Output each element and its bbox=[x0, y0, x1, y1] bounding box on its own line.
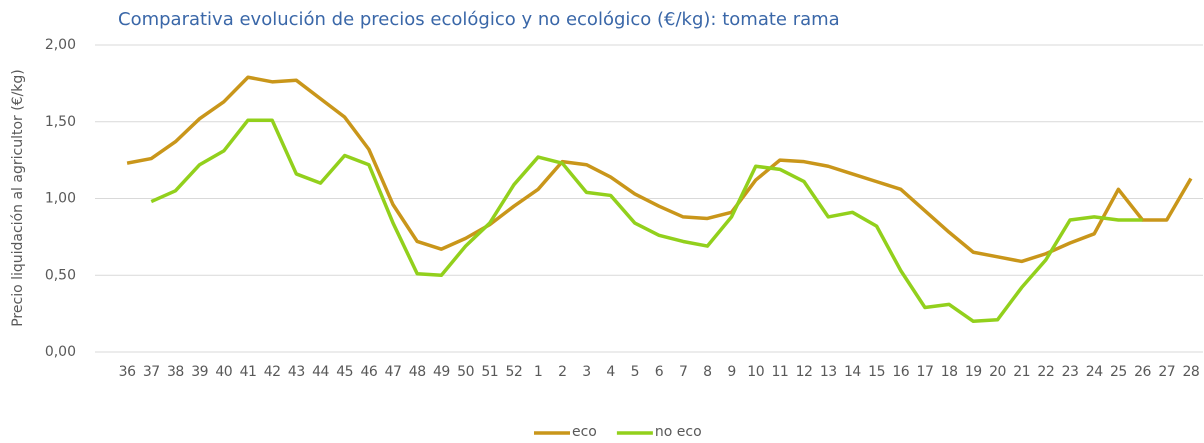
x-tick-label: 49 bbox=[433, 364, 450, 380]
x-tick-label: 8 bbox=[703, 364, 711, 380]
x-tick-label: 38 bbox=[167, 364, 184, 380]
legend-label: eco bbox=[572, 424, 597, 439]
x-tick-label: 12 bbox=[796, 364, 813, 380]
x-tick-label: 17 bbox=[917, 364, 934, 380]
x-tick-label: 4 bbox=[606, 364, 615, 380]
x-tick-label: 1 bbox=[534, 364, 542, 380]
y-tick-label: 1,00 bbox=[45, 191, 76, 207]
x-tick-label: 14 bbox=[844, 364, 861, 380]
x-tick-label: 40 bbox=[215, 364, 232, 380]
legend-label: no eco bbox=[655, 424, 702, 439]
x-tick-label: 10 bbox=[747, 364, 764, 380]
x-tick-label: 6 bbox=[655, 364, 664, 380]
x-tick-label: 28 bbox=[1182, 364, 1199, 380]
x-tick-label: 11 bbox=[771, 364, 788, 380]
x-tick-label: 44 bbox=[312, 364, 329, 380]
x-tick-label: 15 bbox=[868, 364, 885, 380]
x-tick-label: 18 bbox=[941, 364, 958, 380]
x-tick-label: 51 bbox=[481, 364, 498, 380]
x-tick-label: 22 bbox=[1037, 364, 1054, 380]
series-line bbox=[150, 118, 1143, 324]
x-tick-label: 45 bbox=[336, 364, 353, 380]
y-tick-label: 0,50 bbox=[45, 267, 76, 283]
y-tick-label: 0,00 bbox=[45, 344, 76, 360]
x-tick-label: 21 bbox=[1013, 364, 1030, 380]
x-tick-label: 52 bbox=[506, 364, 523, 380]
chart-title: Comparativa evolución de precios ecológi… bbox=[118, 9, 840, 30]
x-tick-label: 2 bbox=[558, 364, 566, 380]
x-tick-label: 50 bbox=[457, 364, 474, 380]
x-tick-label: 24 bbox=[1086, 364, 1103, 380]
y-tick-label: 1,50 bbox=[45, 114, 76, 130]
x-tick-label: 23 bbox=[1062, 364, 1079, 380]
x-tick-label: 16 bbox=[892, 364, 909, 380]
x-tick-label: 5 bbox=[631, 364, 639, 380]
series-line bbox=[126, 75, 1193, 264]
x-tick-label: 46 bbox=[360, 364, 377, 380]
x-tick-label: 3 bbox=[582, 364, 590, 380]
x-tick-label: 37 bbox=[143, 364, 160, 380]
x-tick-label: 13 bbox=[820, 364, 837, 380]
x-tick-label: 48 bbox=[409, 364, 426, 380]
x-tick-label: 43 bbox=[288, 364, 305, 380]
x-tick-label: 47 bbox=[385, 364, 402, 380]
x-tick-label: 20 bbox=[989, 364, 1006, 380]
x-tick-label: 41 bbox=[240, 364, 257, 380]
x-tick-label: 27 bbox=[1158, 364, 1175, 380]
x-tick-label: 19 bbox=[965, 364, 982, 380]
x-tick-label: 9 bbox=[727, 364, 735, 380]
x-tick-label: 26 bbox=[1134, 364, 1151, 380]
x-tick-label: 39 bbox=[191, 364, 208, 380]
x-tick-label: 25 bbox=[1110, 364, 1127, 380]
x-tick-label: 42 bbox=[264, 364, 281, 380]
x-tick-label: 36 bbox=[119, 364, 136, 380]
y-axis-label: Precio liquidación al agricultor (€/kg) bbox=[10, 69, 26, 327]
y-tick-label: 2,00 bbox=[45, 37, 76, 53]
x-tick-label: 7 bbox=[679, 364, 687, 380]
